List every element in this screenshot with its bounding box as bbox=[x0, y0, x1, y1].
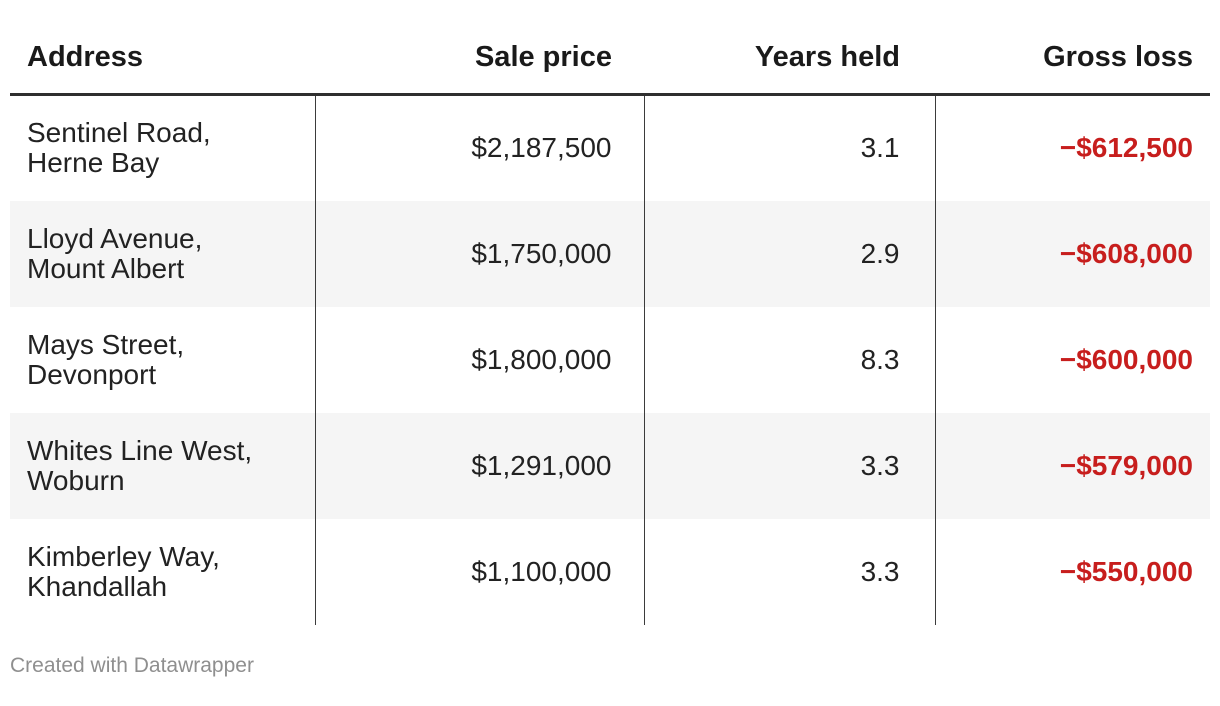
address-cell: Kimberley Way, Khandallah bbox=[10, 518, 315, 625]
sale-price-cell: $2,187,500 bbox=[314, 94, 644, 201]
table-header: Address Sale price Years held Gross loss bbox=[10, 0, 1210, 96]
years-held-cell: 3.1 bbox=[643, 94, 935, 201]
sale-price-cell: $1,800,000 bbox=[314, 306, 644, 413]
property-loss-table: Address Sale price Years held Gross loss… bbox=[10, 0, 1210, 625]
table-row: Lloyd Avenue, Mount Albert $1,750,000 2.… bbox=[10, 200, 1210, 307]
table-row: Sentinel Road, Herne Bay $2,187,500 3.1 … bbox=[10, 94, 1210, 201]
address-line-2: Woburn bbox=[27, 464, 125, 496]
address-line-1: Mays Street, bbox=[27, 328, 185, 360]
address-cell: Whites Line West, Woburn bbox=[10, 412, 315, 519]
years-held-cell: 2.9 bbox=[643, 200, 935, 307]
years-held-cell: 3.3 bbox=[643, 412, 935, 519]
gross-loss-cell: −$579,000 bbox=[934, 412, 1210, 519]
address-line-1: Kimberley Way, bbox=[27, 540, 220, 572]
address-line-1: Sentinel Road, bbox=[27, 117, 211, 149]
address-line-2: Mount Albert bbox=[27, 252, 185, 284]
address-line-2: Herne Bay bbox=[27, 147, 160, 179]
gross-loss-cell: −$608,000 bbox=[934, 200, 1210, 307]
table-body: Sentinel Road, Herne Bay $2,187,500 3.1 … bbox=[10, 94, 1210, 625]
address-line-1: Lloyd Avenue, bbox=[27, 222, 203, 254]
column-header-years-held: Years held bbox=[644, 0, 935, 96]
column-header-address: Address bbox=[10, 0, 315, 96]
header-row: Address Sale price Years held Gross loss bbox=[10, 0, 1210, 96]
datawrapper-credit-link[interactable]: Created with Datawrapper bbox=[10, 653, 254, 677]
sale-price-cell: $1,291,000 bbox=[314, 412, 644, 519]
column-header-gross-loss: Gross loss bbox=[935, 0, 1210, 96]
address-cell: Mays Street, Devonport bbox=[10, 306, 315, 413]
column-header-sale-price: Sale price bbox=[315, 0, 644, 96]
address-line-2: Devonport bbox=[27, 358, 157, 390]
attribution-footer: Created with Datawrapper bbox=[10, 653, 1210, 678]
address-cell: Sentinel Road, Herne Bay bbox=[10, 94, 315, 201]
address-line-2: Khandallah bbox=[27, 570, 168, 602]
table-row: Kimberley Way, Khandallah $1,100,000 3.3… bbox=[10, 518, 1210, 625]
gross-loss-cell: −$612,500 bbox=[934, 94, 1210, 201]
gross-loss-cell: −$600,000 bbox=[934, 306, 1210, 413]
address-line-1: Whites Line West, bbox=[27, 434, 253, 466]
chart-container: Address Sale price Years held Gross loss… bbox=[10, 0, 1210, 678]
years-held-cell: 8.3 bbox=[643, 306, 935, 413]
table-row: Whites Line West, Woburn $1,291,000 3.3 … bbox=[10, 412, 1210, 519]
gross-loss-cell: −$550,000 bbox=[934, 518, 1210, 625]
years-held-cell: 3.3 bbox=[643, 518, 935, 625]
address-cell: Lloyd Avenue, Mount Albert bbox=[10, 200, 315, 307]
sale-price-cell: $1,100,000 bbox=[314, 518, 644, 625]
table-row: Mays Street, Devonport $1,800,000 8.3 −$… bbox=[10, 306, 1210, 413]
sale-price-cell: $1,750,000 bbox=[314, 200, 644, 307]
